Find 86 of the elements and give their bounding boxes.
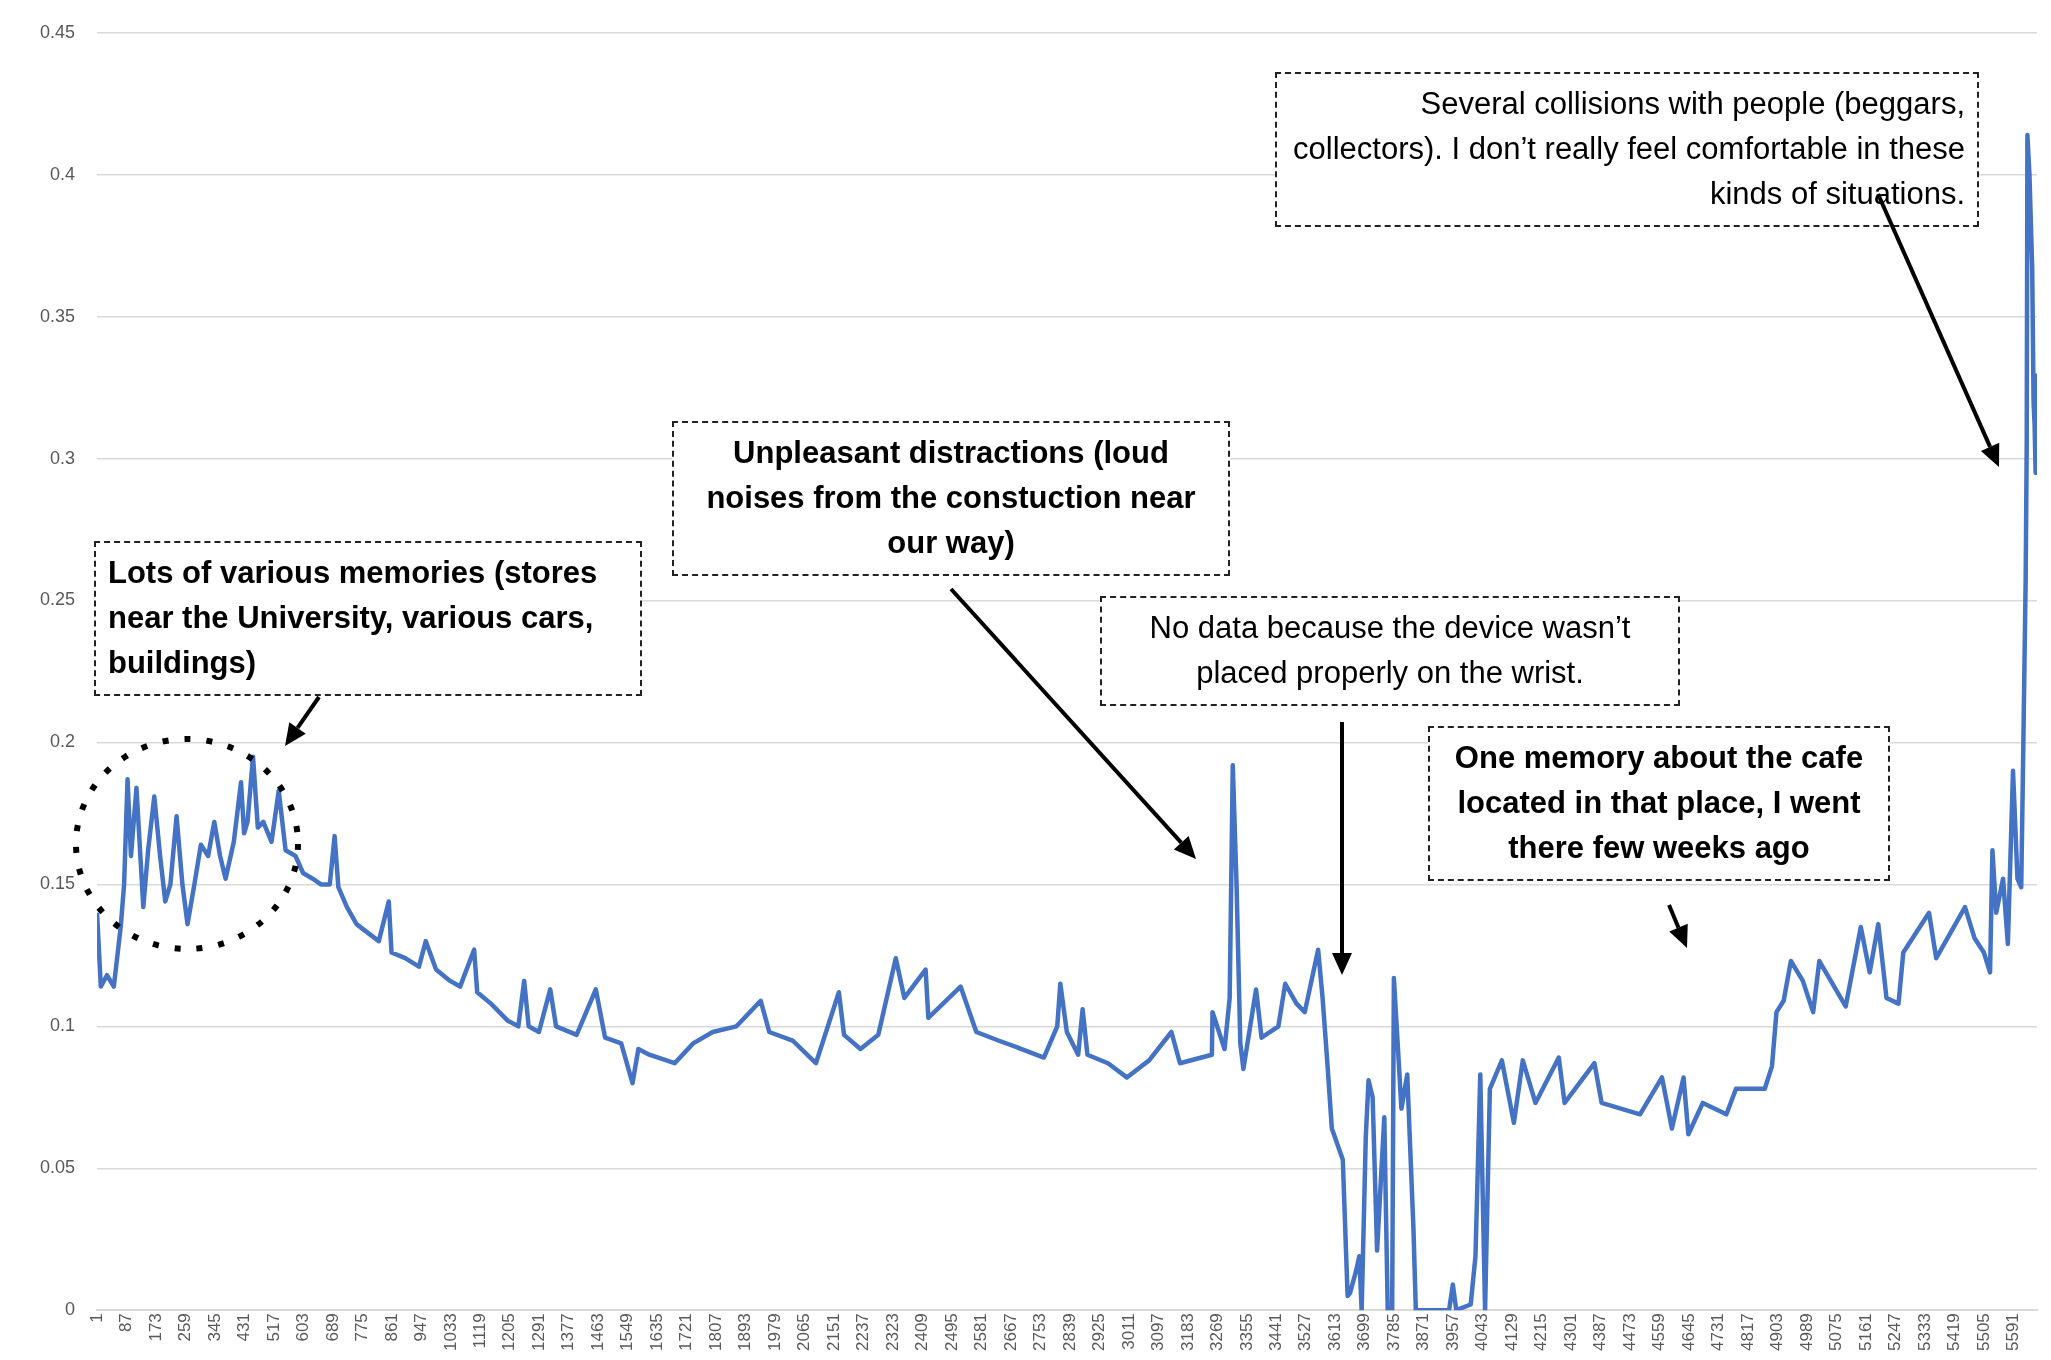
x-tick-label: 5419 xyxy=(1944,1313,1964,1352)
x-tick-label: 4473 xyxy=(1619,1313,1639,1352)
x-tick-label: 4817 xyxy=(1737,1313,1757,1352)
x-tick-label: 3441 xyxy=(1265,1313,1285,1352)
x-tick-label: 5505 xyxy=(1973,1313,1993,1352)
x-tick-label: 5075 xyxy=(1826,1313,1846,1352)
x-tick-label: 5161 xyxy=(1855,1313,1875,1352)
x-tick-label: 2667 xyxy=(1000,1313,1020,1352)
x-tick-label: 5591 xyxy=(2003,1313,2023,1352)
x-tick-label: 2323 xyxy=(882,1313,902,1352)
x-tick-label: 5247 xyxy=(1885,1313,1905,1352)
x-tick-label: 5333 xyxy=(1914,1313,1934,1352)
x-tick-label: 1 xyxy=(86,1313,106,1323)
y-tick-label: 0.05 xyxy=(39,1157,76,1178)
x-tick-label: 4215 xyxy=(1531,1313,1551,1352)
y-tick-label: 0.1 xyxy=(50,1015,76,1036)
x-tick-label: 1721 xyxy=(676,1313,696,1352)
x-tick-label: 3269 xyxy=(1207,1313,1227,1352)
x-tick-label: 1463 xyxy=(587,1313,607,1352)
y-tick-label: 0 xyxy=(65,1299,76,1320)
annotation: Unpleasant distractions (loud noises from the constuction near our way) xyxy=(706,435,1196,560)
x-tick-label: 861 xyxy=(381,1313,401,1342)
x-tick-label: 431 xyxy=(234,1313,254,1342)
x-tick-label: 1979 xyxy=(764,1313,784,1352)
x-tick-label: 3011 xyxy=(1118,1313,1138,1350)
x-tick-label: 1377 xyxy=(558,1313,578,1352)
annotation: Lots of various memories (stores near the University, various cars, buildings) xyxy=(108,555,598,680)
x-tick-label: 947 xyxy=(411,1313,431,1342)
x-tick-label: 517 xyxy=(263,1313,283,1342)
dashed-frame: One memory about the cafe located in that place, I went there few weeks ago xyxy=(1428,726,1890,881)
x-tick-label: 3699 xyxy=(1354,1313,1374,1352)
x-tick-label: 3871 xyxy=(1413,1313,1433,1352)
annotation: No data because the device wasn’t placed properly on the wrist. xyxy=(1149,610,1631,690)
x-tick-label: 4301 xyxy=(1560,1313,1580,1352)
dashed-frame: Several collisions with people (beggars, collectors). I don’t really feel comfortable in these kinds of situations. xyxy=(1275,72,1979,227)
x-tick-label: 259 xyxy=(175,1313,195,1342)
x-tick-label: 2839 xyxy=(1059,1313,1079,1352)
y-tick-label: 0.45 xyxy=(39,21,76,42)
x-tick-label: 1635 xyxy=(646,1313,666,1352)
annotation: One memory about the cafe located in that place, I went there few weeks ago xyxy=(1454,740,1864,865)
x-tick-label: 2753 xyxy=(1030,1313,1050,1352)
x-tick-label: 345 xyxy=(204,1313,224,1342)
x-tick-label: 2151 xyxy=(823,1313,843,1352)
x-tick-label: 1807 xyxy=(705,1313,725,1352)
x-tick-label: 3183 xyxy=(1177,1313,1197,1352)
x-tick-label: 4645 xyxy=(1678,1313,1698,1352)
x-tick-label: 2495 xyxy=(941,1313,961,1352)
x-tick-label: 3097 xyxy=(1148,1313,1168,1352)
y-tick-label: 0.2 xyxy=(50,731,76,752)
x-tick-label: 4559 xyxy=(1649,1313,1669,1352)
x-tick-label: 2925 xyxy=(1089,1313,1109,1352)
x-tick-label: 1033 xyxy=(440,1313,460,1352)
y-tick-label: 0.15 xyxy=(39,873,76,894)
x-tick-label: 689 xyxy=(322,1313,342,1342)
x-tick-label: 3785 xyxy=(1383,1313,1403,1352)
x-tick-label: 2409 xyxy=(912,1313,932,1352)
x-tick-label: 2237 xyxy=(853,1313,873,1352)
x-tick-label: 4989 xyxy=(1796,1313,1816,1352)
x-tick-label: 4731 xyxy=(1708,1313,1728,1352)
x-tick-label: 2581 xyxy=(971,1313,991,1352)
x-tick-label: 4043 xyxy=(1472,1313,1492,1352)
x-tick-label: 4129 xyxy=(1501,1313,1521,1352)
x-tick-label: 3957 xyxy=(1442,1313,1462,1352)
x-tick-label: 1893 xyxy=(735,1313,755,1352)
x-tick-label: 3355 xyxy=(1236,1313,1256,1352)
y-tick-label: 0.35 xyxy=(39,305,76,326)
x-tick-label: 4387 xyxy=(1590,1313,1610,1352)
x-tick-label: 603 xyxy=(293,1313,313,1342)
y-tick-label: 0.25 xyxy=(39,589,76,610)
x-tick-label: 3527 xyxy=(1295,1313,1315,1352)
x-tick-label: 173 xyxy=(145,1313,165,1342)
x-tick-label: 1119 xyxy=(469,1313,489,1349)
x-tick-label: 775 xyxy=(352,1313,372,1342)
x-tick-label: 3613 xyxy=(1324,1313,1344,1352)
x-tick-label: 4903 xyxy=(1767,1313,1787,1352)
dashed-frame: No data because the device wasn’t placed properly on the wrist. xyxy=(1100,596,1680,706)
x-tick-label: 1205 xyxy=(499,1313,519,1352)
annotation: Several collisions with people (beggars, collectors). I don’t really feel comfortable in these kinds of situations. xyxy=(1293,86,1965,211)
x-tick-label: 87 xyxy=(116,1313,136,1333)
dashed-frame: Lots of various memories (stores near the University, various cars, buildings) xyxy=(94,541,642,696)
y-tick-label: 0.4 xyxy=(50,163,76,184)
x-tick-label: 1549 xyxy=(617,1313,637,1352)
y-tick-label: 0.3 xyxy=(50,447,76,468)
x-tick-label: 1291 xyxy=(528,1313,548,1352)
dashed-frame: Unpleasant distractions (loud noises from the constuction near our way) xyxy=(672,421,1230,576)
x-tick-label: 2065 xyxy=(794,1313,814,1352)
